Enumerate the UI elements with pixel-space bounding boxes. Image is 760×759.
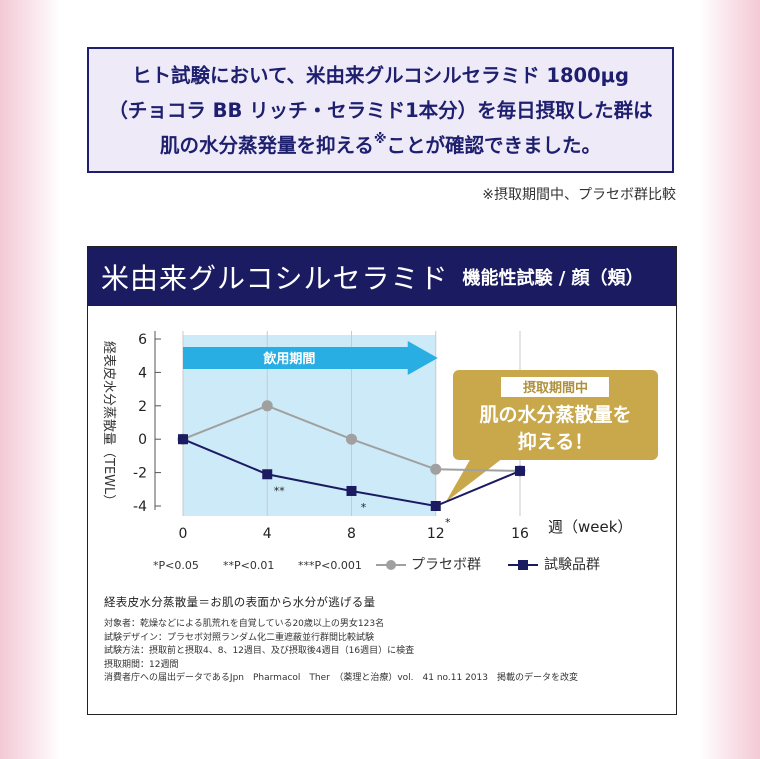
test-point: [262, 469, 273, 480]
placebo-point: [430, 463, 442, 475]
significance-mark: *: [361, 501, 367, 514]
legend-placebo-marker: [386, 560, 396, 570]
test-point: [178, 434, 188, 445]
chart-panel: 米由来グルコシルセラミド 機能性試験 / 顔（頬） 6 4 2 0 -2 -4 経表皮水分…: [87, 246, 677, 715]
test-point: [515, 465, 525, 476]
x-tick-label: 4: [263, 526, 272, 542]
placebo-point: [346, 433, 357, 445]
note-line: 試験デザイン：プラセボ対照ランダム化二重遮蔽並行群間比較試験: [104, 632, 375, 643]
y-tick-label: -4: [133, 499, 147, 515]
callout-text-1: 肌の水分蒸散量を: [479, 403, 631, 426]
panel-title: 米由来グルコシルセラミド: [101, 261, 449, 295]
y-tick-label: 4: [138, 365, 147, 381]
y-tick-label: 2: [138, 399, 147, 415]
notice-line-3-tail: ことが確認できました。: [386, 133, 602, 157]
notes-lead: 経表皮水分蒸散量＝お肌の表面から水分が逃げる量: [104, 595, 376, 609]
note-line: 消費者庁への届出データであるJpn Pharmacol Ther （薬理と治療）…: [104, 673, 578, 683]
notice-box: ヒト試験において、米由来グルコシルセラミド 1800μg （チョコラ BB リッ…: [87, 47, 674, 173]
x-tick-labels: 0 4 8 12 16: [179, 526, 529, 542]
significance-mark: *: [445, 516, 451, 529]
callout-tag-bg: [501, 377, 609, 397]
study-notes: 経表皮水分蒸散量＝お肌の表面から水分が逃げる量 対象者：乾燥などによる肌荒れを自…: [104, 594, 669, 686]
x-tick-label: 12: [427, 526, 445, 542]
note-line: 摂取期間：12週間: [104, 659, 179, 670]
x-tick-label: 16: [511, 526, 529, 542]
note-line: 対象者：乾燥などによる肌荒れを自覚している20歳以上の男女123名: [104, 619, 385, 629]
panel-subtitle: 機能性試験 / 顔（頬）: [462, 267, 644, 289]
note-line: 試験方法：摂取前と摂取4、8、12週目、及び摂取後4週目（16週目）に検査: [104, 646, 415, 656]
notice-mark: ※: [373, 131, 387, 147]
notice-line-3: 肌の水分蒸発量を抑える※ことが確認できました。: [160, 128, 601, 163]
y-axis-label: 経表皮水分蒸散量（TEWL）: [101, 341, 116, 507]
intake-period-arrow: [183, 341, 438, 375]
panel-header: 米由来グルコシルセラミド 機能性試験 / 顔（頬）: [88, 247, 676, 306]
legend-p001: ***P<0.001: [298, 559, 362, 572]
callout-pointer: [445, 458, 503, 502]
x-axis-label: 週（week）: [548, 518, 632, 536]
y-tick-label: -2: [133, 466, 147, 482]
notice-line-2: （チョコラ BB リッチ・セラミド1本分）を毎日摂取した群は: [108, 98, 653, 122]
y-tick-label: 6: [138, 332, 147, 348]
significance-mark: **: [274, 484, 286, 497]
x-tick-label: 0: [179, 526, 188, 542]
legend-p01: **P<0.01: [223, 559, 274, 572]
tewl-line-chart: 6 4 2 0 -2 -4 経表皮水分蒸散量（TEWL） 飲用期間 摂取期間中肌の水分蒸散…: [101, 331, 658, 573]
notice-line-3-text: 肌の水分蒸発量を抑える: [159, 133, 374, 157]
legend-p05: *P<0.05: [153, 559, 199, 572]
series-lines: ****: [177, 400, 526, 529]
chart-legend: *P<0.05 **P<0.01 ***P<0.001 プラセボ群 試験品群: [153, 557, 600, 573]
x-tick-label: 8: [347, 526, 356, 542]
test-point: [430, 501, 441, 511]
callout-text-2: 抑える！: [518, 431, 593, 453]
legend-test-marker: [518, 560, 528, 570]
placebo-point: [261, 400, 273, 412]
footnote: ※摂取期間中、プラセボ群比較: [482, 187, 676, 203]
test-point: [346, 485, 357, 496]
legend-test-label: 試験品群: [544, 557, 600, 573]
y-tick-label: 0: [138, 432, 147, 448]
y-axis-label-text: 経表皮水分蒸散量（TEWL）: [101, 341, 116, 507]
legend-placebo-label: プラセボ群: [411, 557, 481, 573]
callout-tag: 摂取期間中: [523, 380, 588, 396]
intake-period-label: 飲用期間: [262, 351, 315, 367]
axes: 6 4 2 0 -2 -4: [133, 331, 161, 515]
notice-line-1: ヒト試験において、米由来グルコシルセラミド 1800μg: [132, 63, 629, 87]
